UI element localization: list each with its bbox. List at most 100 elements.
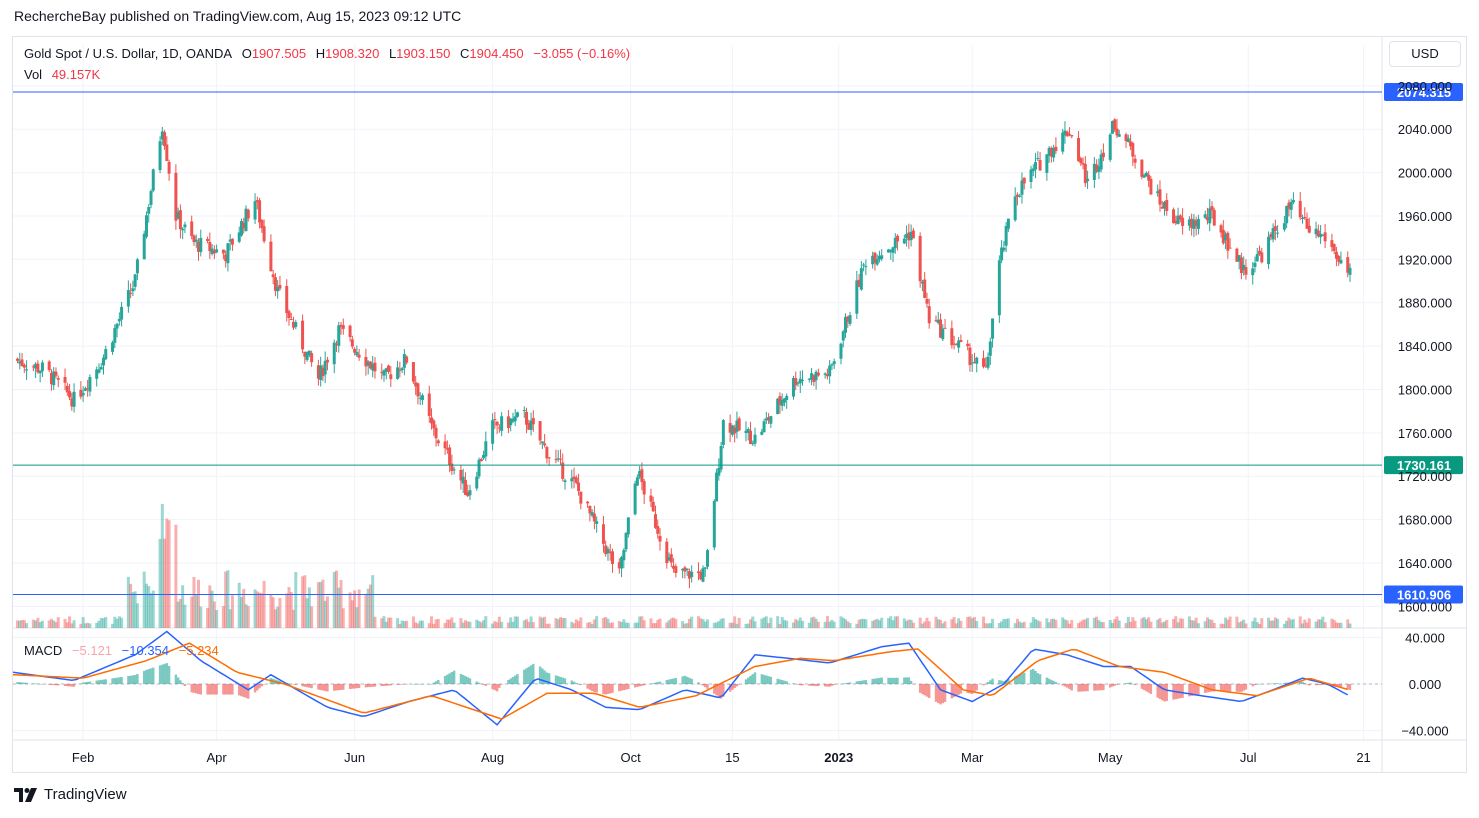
macd-histogram-bar — [158, 665, 162, 684]
candle-body — [574, 477, 578, 483]
open-label: O — [241, 46, 252, 61]
macd-histogram-bar — [127, 676, 130, 684]
macd-histogram-bar — [812, 684, 816, 686]
candle-body — [796, 382, 800, 384]
candle-body — [337, 325, 341, 346]
macd-label[interactable]: MACD — [24, 643, 63, 658]
macd-histogram-bar — [1299, 681, 1302, 684]
macd-histogram-bar — [23, 682, 26, 684]
candle-body — [430, 417, 434, 424]
volume-bar — [807, 622, 811, 628]
volume-bar — [237, 582, 241, 628]
candle-body — [986, 356, 990, 368]
candle-body — [167, 161, 171, 174]
volume-bar — [445, 619, 449, 628]
candle-body — [638, 471, 642, 478]
volume-bar — [316, 582, 320, 628]
volume-bar — [459, 618, 463, 628]
macd-histogram-bar — [353, 684, 356, 689]
candle-body — [332, 342, 336, 365]
volume-bar — [242, 588, 246, 628]
volume-bar — [936, 619, 940, 628]
candle-body — [339, 324, 343, 327]
macd-histogram-bar — [1020, 673, 1024, 684]
candle-body — [181, 228, 185, 231]
candle-body — [1047, 148, 1051, 156]
candle-body — [294, 322, 298, 327]
volume-bar — [1346, 619, 1350, 628]
candle-body — [1242, 264, 1246, 271]
macd-histogram-bar — [1124, 683, 1128, 684]
macd-histogram-bar — [765, 675, 768, 684]
volume-bar — [778, 623, 782, 628]
publisher-caption: RechercheBay published on TradingView.co… — [14, 8, 462, 24]
symbol-title[interactable]: Gold Spot / U.S. Dollar, 1D, OANDA — [24, 46, 233, 61]
candle-body — [500, 416, 504, 431]
candle-body — [192, 235, 196, 243]
candle-body — [72, 391, 76, 407]
macd-histogram-bar — [199, 684, 202, 695]
volume-bar — [601, 617, 605, 628]
candle-body — [310, 353, 314, 363]
candle-body — [672, 565, 676, 569]
volume-bar — [982, 616, 986, 628]
candle-body — [1052, 147, 1056, 158]
volume-bar — [1226, 619, 1230, 628]
macd-histogram-bar — [941, 684, 944, 704]
candle-body — [1251, 268, 1255, 276]
candle-body — [1038, 160, 1042, 171]
candle-body — [1022, 177, 1026, 184]
macd-histogram-bar — [688, 677, 691, 684]
macd-histogram-bar — [1210, 684, 1214, 692]
candle-body — [545, 447, 549, 459]
macd-histogram-bar — [287, 683, 291, 684]
volume-bar — [350, 600, 354, 628]
currency-button[interactable]: USD — [1389, 41, 1461, 67]
candle-body — [228, 239, 232, 242]
macd-histogram-bar — [713, 684, 716, 694]
macd-histogram-bar — [493, 684, 497, 691]
candle-body — [1337, 255, 1341, 262]
volume-bar — [63, 618, 67, 628]
volume-bar — [1190, 620, 1194, 628]
macd-histogram-bar — [100, 679, 103, 684]
volume-bar — [1210, 619, 1214, 628]
macd-histogram-bar — [563, 678, 567, 684]
macd-histogram-bar — [604, 684, 607, 695]
candle-body — [355, 352, 359, 356]
footer-brand[interactable]: TradingView — [14, 786, 127, 803]
macd-histogram-bar — [595, 684, 598, 693]
macd-histogram-bar — [244, 684, 248, 698]
candle-body — [706, 550, 710, 567]
candle-body — [1077, 137, 1081, 162]
candle-body — [846, 316, 850, 322]
volume-bar — [255, 591, 259, 628]
macd-histogram-bar — [545, 672, 549, 684]
macd-histogram-bar — [253, 684, 257, 693]
open-value: 1907.505 — [251, 46, 307, 61]
volume-bar — [1110, 622, 1114, 628]
candle-body — [31, 366, 35, 368]
volume-bar — [1018, 621, 1022, 628]
candle-body — [432, 420, 436, 429]
macd-histogram-bar — [701, 684, 705, 686]
volume-bar — [432, 623, 436, 628]
macd-histogram-bar — [152, 667, 155, 684]
volume-bar — [294, 572, 298, 628]
macd-histogram-bar — [1237, 684, 1241, 692]
macd-histogram-bar — [1099, 684, 1103, 691]
volume-bar — [434, 619, 438, 628]
macd-histogram-bar — [670, 678, 673, 684]
macd-histogram-bar — [38, 683, 42, 685]
macd-histogram-bar — [428, 684, 431, 685]
volume-bar — [99, 617, 103, 628]
macd-histogram-bar — [1102, 684, 1105, 691]
candle-body — [982, 358, 986, 367]
candle-body — [212, 250, 216, 254]
volume-bar — [1144, 619, 1148, 628]
macd-histogram-bar — [1115, 684, 1119, 685]
volume-bar — [611, 622, 615, 628]
volume-bar — [712, 622, 716, 628]
volume-bar — [135, 603, 139, 628]
